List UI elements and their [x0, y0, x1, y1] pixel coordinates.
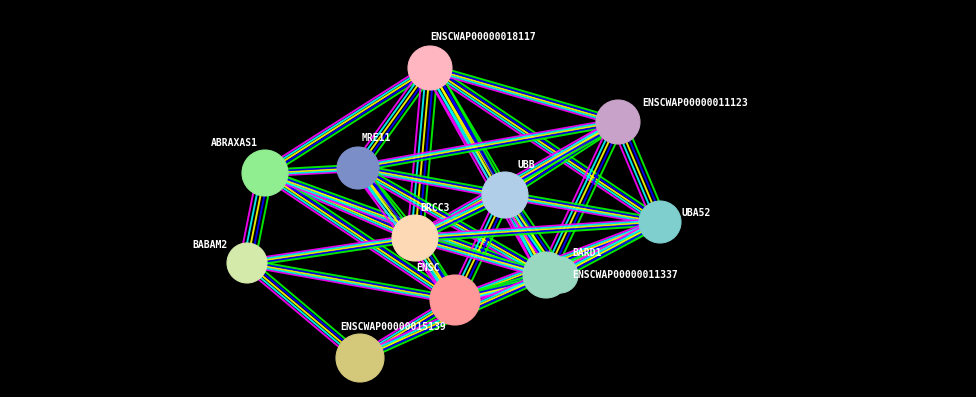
Text: ENSCWAP00000015139: ENSCWAP00000015139: [340, 322, 446, 332]
Circle shape: [639, 201, 681, 243]
Circle shape: [242, 150, 288, 196]
Text: BARD1: BARD1: [572, 248, 601, 258]
Text: ENSCWAP00000018117: ENSCWAP00000018117: [430, 32, 536, 42]
Text: BABAM2: BABAM2: [192, 240, 228, 250]
Circle shape: [430, 275, 480, 325]
Text: ABRAXAS1: ABRAXAS1: [211, 138, 258, 148]
Text: MRE11: MRE11: [362, 133, 391, 143]
Circle shape: [337, 147, 379, 189]
Circle shape: [482, 172, 528, 218]
Circle shape: [542, 257, 578, 293]
Circle shape: [392, 215, 438, 261]
Text: UBA52: UBA52: [682, 208, 712, 218]
Text: UBB: UBB: [518, 160, 536, 170]
Circle shape: [523, 252, 569, 298]
Circle shape: [408, 46, 452, 90]
Text: ENSC: ENSC: [417, 263, 440, 273]
Circle shape: [596, 100, 640, 144]
Text: ENSCWAP00000011123: ENSCWAP00000011123: [642, 98, 748, 108]
Text: ENSCWAP00000011337: ENSCWAP00000011337: [572, 270, 677, 280]
Circle shape: [336, 334, 384, 382]
Circle shape: [227, 243, 267, 283]
Text: BRCC3: BRCC3: [420, 203, 449, 213]
